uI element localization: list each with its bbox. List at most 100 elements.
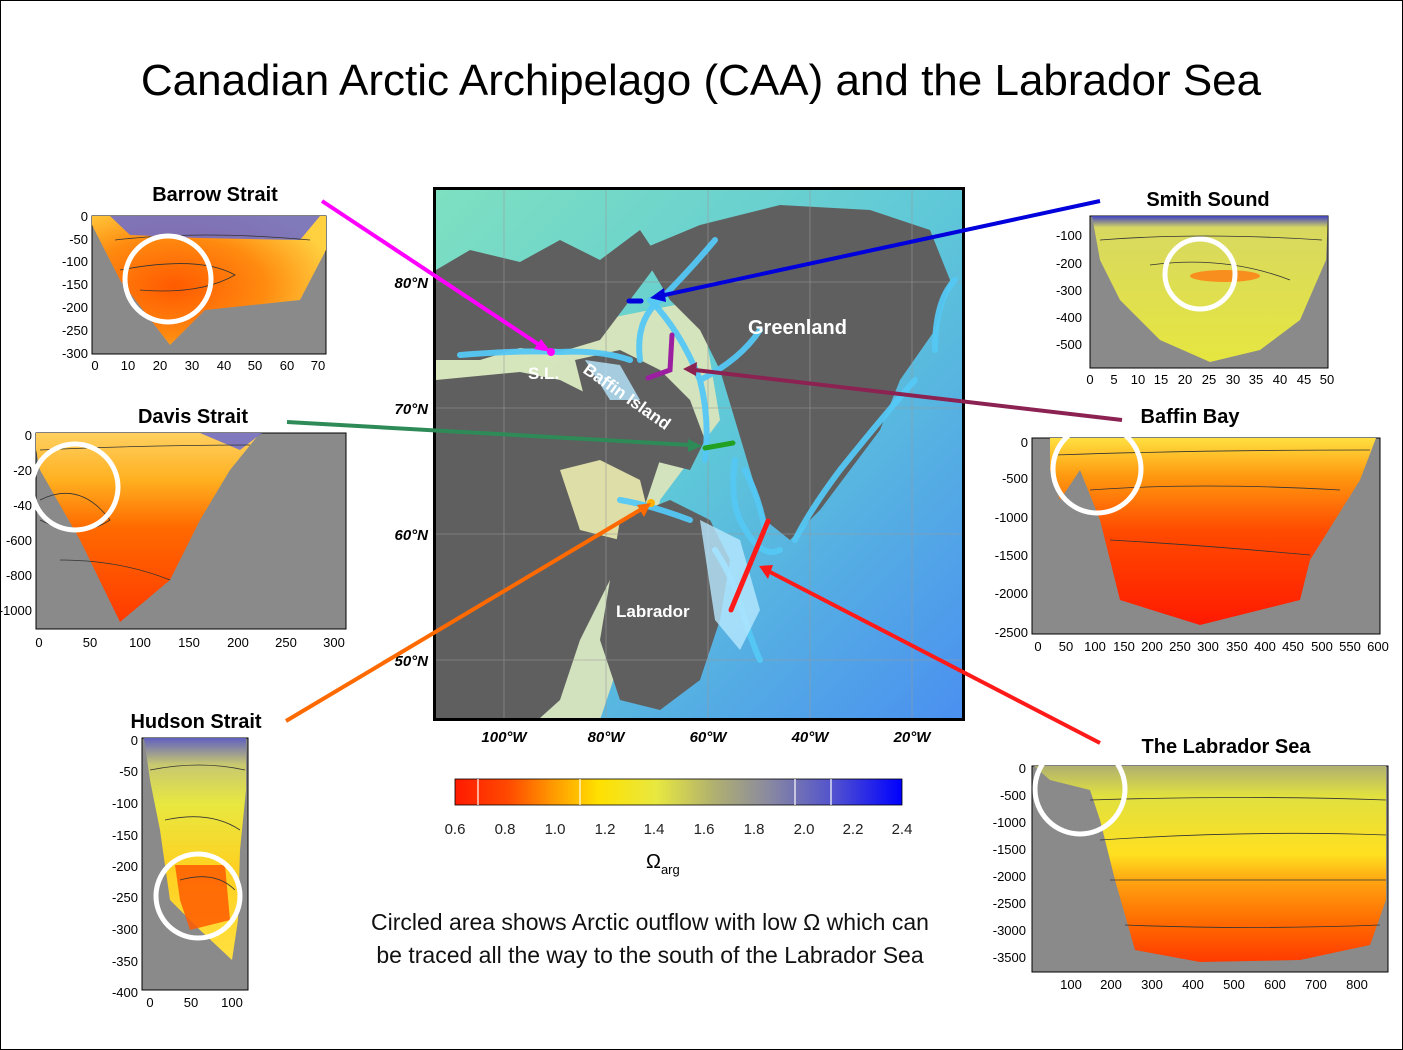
xtick: 100 (129, 635, 151, 650)
ytick: -250 (62, 323, 88, 338)
lon-label-40: 40°W (791, 729, 831, 746)
xtick: 600 (1367, 639, 1389, 654)
slide-title: Canadian Arctic Archipelago (CAA) and th… (141, 56, 1262, 105)
xtick: 35 (1249, 372, 1263, 387)
cb-tick-3: 1.2 (595, 821, 616, 838)
xtick: 400 (1182, 977, 1204, 992)
ytick: 0 (131, 733, 138, 748)
xtick: 100 (221, 995, 243, 1010)
map-greenland (640, 205, 950, 540)
map-labrador (600, 500, 730, 710)
xtick: 50 (248, 358, 262, 373)
label-sl: S.L. (528, 364, 559, 383)
xtick: 10 (1131, 372, 1145, 387)
section-fill-smith (1092, 216, 1328, 362)
xtick: 15 (1154, 372, 1168, 387)
xtick: 400 (1254, 639, 1276, 654)
arrow-labrador (769, 570, 1101, 745)
caption-line-2: be traced all the way to the south of th… (376, 942, 923, 968)
panel-hudson-strait: Hudson Strait 0 -50 -100 -150 -200 -250 … (112, 711, 262, 1010)
ytick: -40 (13, 498, 32, 513)
label-labrador: Labrador (616, 602, 690, 621)
xtick: 200 (227, 635, 249, 650)
map-transects (547, 298, 771, 613)
panel-smith-sound: Smith Sound -100 -200 -300 -400 -500 0 5… (1056, 189, 1334, 387)
lon-label-60: 60°W (690, 729, 729, 746)
colorbar-label-sub: arg (661, 862, 680, 877)
xtick: 500 (1311, 639, 1333, 654)
arrowhead-labrador (759, 565, 773, 579)
panel-title-hudson: Hudson Strait (130, 711, 261, 733)
cb-tick-5: 1.6 (694, 821, 715, 838)
xtick: 20 (153, 358, 167, 373)
xtick: 40 (217, 358, 231, 373)
ytick: 0 (81, 209, 88, 224)
contours-labrador (1089, 797, 1387, 928)
panel-title-baffin: Baffin Bay (1141, 406, 1241, 428)
ytick: -300 (1056, 283, 1082, 298)
connector-arrows (284, 199, 1123, 745)
arctic-map: Greenland Baffin Island Labrador S.L. Oc… (394, 187, 974, 746)
arrowhead-hudson (637, 503, 651, 517)
cb-tick-8: 2.2 (843, 821, 864, 838)
panel-title-smith: Smith Sound (1146, 189, 1269, 211)
ytick: -800 (6, 568, 32, 583)
panel-labrador-sea: The Labrador Sea 0 -500 -1000 -1500 -200… (993, 736, 1389, 992)
lon-label-20: 20°W (893, 729, 933, 746)
arrow-barrow (320, 199, 546, 350)
ytick: -100 (112, 796, 138, 811)
xtick: 0 (35, 635, 42, 650)
ytick: -50 (69, 232, 88, 247)
cb-tick-0: 0.6 (445, 821, 466, 838)
ytick: -400 (1056, 310, 1082, 325)
ytick: -300 (62, 346, 88, 361)
ytick: -1000 (995, 510, 1028, 525)
colorbar-label-main: Ω (646, 851, 661, 873)
xtick: 300 (1141, 977, 1163, 992)
ytick: -3500 (993, 950, 1026, 965)
highlight-circle-smith (1162, 236, 1238, 312)
xtick: 50 (1320, 372, 1334, 387)
map-outflow-dots (585, 360, 760, 650)
ytick: -200 (112, 859, 138, 874)
ytick: -400 (112, 985, 138, 1000)
xtick: 800 (1346, 977, 1368, 992)
ytick: -200 (62, 300, 88, 315)
section-core-smith (1190, 270, 1260, 282)
section-fill-labrador (1034, 766, 1386, 962)
xtick: 5 (1110, 372, 1117, 387)
section-fill-baffin (1050, 438, 1376, 625)
panel-title-labrador: The Labrador Sea (1142, 736, 1312, 758)
xtick: 0 (1086, 372, 1093, 387)
ytick: -100 (1056, 228, 1082, 243)
xtick: 350 (1226, 639, 1248, 654)
arrowhead-baffin-bay (683, 362, 697, 376)
map-graticule (436, 190, 962, 718)
arrow-baffin-bay (694, 368, 1123, 422)
section-core-hudson (175, 865, 230, 930)
colorbar-scale (454, 778, 903, 806)
ytick: -200 (1056, 256, 1082, 271)
contours-baffin (1054, 449, 1371, 556)
xtick: 200 (1100, 977, 1122, 992)
xtick: 45 (1297, 372, 1311, 387)
transect-baffin-bay (645, 332, 675, 381)
panel-title-davis: Davis Strait (138, 406, 248, 428)
map-credit: Ocean Data View (965, 653, 974, 716)
arrowhead-barrow (534, 339, 551, 352)
ytick: 0 (1019, 761, 1026, 776)
panel-baffin-bay: Baffin Bay 0 -500 -1000 -1500 -2000 -250… (995, 406, 1389, 654)
xtick: 300 (323, 635, 345, 650)
ytick: 0 (25, 428, 32, 443)
panel-title-barrow: Barrow Strait (152, 184, 278, 206)
section-fill-davis (36, 433, 260, 622)
xtick: 150 (178, 635, 200, 650)
xtick: 250 (1169, 639, 1191, 654)
xtick: 150 (1113, 639, 1135, 654)
xtick: 50 (83, 635, 97, 650)
xtick: 0 (1034, 639, 1041, 654)
ytick: -350 (112, 954, 138, 969)
lon-label-80: 80°W (588, 729, 627, 746)
ytick: -500 (1056, 337, 1082, 352)
